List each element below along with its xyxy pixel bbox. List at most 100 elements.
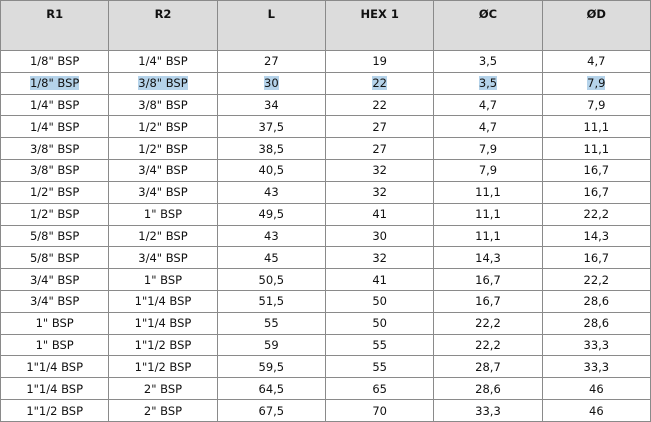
cell-text: 59,5 xyxy=(258,359,285,374)
table-cell: 55 xyxy=(324,355,435,379)
cell-text: 1/4" BSP xyxy=(138,54,188,69)
table-cell: 16,7 xyxy=(433,268,543,291)
cell-text: 1"1/4 BSP xyxy=(134,316,192,331)
cell-text: 5/8" BSP xyxy=(29,228,80,243)
cell-text: 70 xyxy=(372,403,387,418)
cell-text: 4,7 xyxy=(478,119,498,134)
cell-text: 32 xyxy=(372,250,387,265)
cell-text: 28,7 xyxy=(475,359,501,374)
table-cell: 30 xyxy=(324,224,435,248)
table-cell: 1/4" BSP xyxy=(0,115,110,139)
cell-text: 1/8" BSP xyxy=(29,54,80,69)
cell-text: 50,5 xyxy=(258,272,285,287)
table-cell: 50 xyxy=(324,289,435,313)
table-cell: 40,5 xyxy=(216,159,326,182)
cell-text: 50 xyxy=(372,294,387,309)
table-cell: 1" BSP xyxy=(108,202,218,226)
cell-text: 14,3 xyxy=(475,250,501,265)
table-cell: 51,5 xyxy=(216,289,326,313)
table-cell: 3/8" BSP xyxy=(0,159,110,182)
table-cell: 7,9 xyxy=(433,137,543,161)
table-row: 3/8" BSP 1/2" BSP 38,5 27 7,9 11,1 xyxy=(0,137,651,161)
table-cell: 22 xyxy=(324,71,435,95)
table-row: 1/8" BSP 3/8" BSP 30 22 3,5 7,9 xyxy=(0,71,651,95)
table-cell: 70 xyxy=(324,399,435,422)
cell-text: 11,1 xyxy=(583,119,610,134)
cell-text: 3/4" BSP xyxy=(138,250,188,265)
table-cell: 16,7 xyxy=(541,246,651,270)
cell-text: 1/4" BSP xyxy=(29,98,80,113)
table-cell: 30 xyxy=(216,71,326,95)
cell-text: 45 xyxy=(264,250,279,265)
header-cell: R2 xyxy=(108,0,218,51)
cell-text: 7,9 xyxy=(587,98,606,113)
table-cell: 33,3 xyxy=(541,355,651,379)
table-cell: 3/4" BSP xyxy=(0,289,110,313)
cell-text: 3/4" BSP xyxy=(138,163,188,178)
cell-text: 49,5 xyxy=(258,207,285,222)
cell-text: 16,7 xyxy=(475,272,501,287)
table-cell: 22,2 xyxy=(541,202,651,226)
table-cell: 4,7 xyxy=(433,115,543,139)
cell-text: 22 xyxy=(372,76,387,91)
table-cell: 50 xyxy=(324,311,435,335)
table-row: 1/2" BSP 1" BSP 49,5 41 11,1 22,2 xyxy=(0,202,651,226)
table-cell: 1"1/4 BSP xyxy=(0,355,110,379)
cell-text: 16,7 xyxy=(583,250,610,265)
cell-text: 33,3 xyxy=(583,359,610,374)
table-cell: 55 xyxy=(216,311,326,335)
table-cell: 67,5 xyxy=(216,399,326,422)
table-cell: 1"1/2 BSP xyxy=(108,333,218,357)
table-cell: 28,6 xyxy=(541,289,651,313)
table-cell: 34 xyxy=(216,93,326,117)
table-cell: 37,5 xyxy=(216,115,326,139)
table-row: 1"1/2 BSP 2" BSP 67,5 70 33,3 46 xyxy=(0,399,651,422)
cell-text: 11,1 xyxy=(475,228,501,243)
table-cell: 33,3 xyxy=(433,399,543,422)
cell-text: 3,5 xyxy=(478,76,498,91)
table-row: 5/8" BSP 3/4" BSP 45 32 14,3 16,7 xyxy=(0,246,651,270)
cell-text: 3/4" BSP xyxy=(29,272,80,287)
cell-text: 11,1 xyxy=(583,141,610,156)
table-body: 1/8" BSP 1/4" BSP 27 19 3,5 4,7 1/8" BSP 3/8" B… xyxy=(0,50,651,422)
cell-text: 32 xyxy=(372,163,387,178)
table-cell: 3/4" BSP xyxy=(0,268,110,291)
table-cell: 3/4" BSP xyxy=(108,180,218,204)
table-cell: 41 xyxy=(324,268,435,291)
cell-text: 32 xyxy=(372,185,387,200)
table-cell: 11,1 xyxy=(541,115,651,139)
table-cell: 3/8" BSP xyxy=(108,93,218,117)
cell-text: 3/8" BSP xyxy=(138,98,188,113)
table-row: 1"1/4 BSP 1"1/2 BSP 59,5 55 28,7 33,3 xyxy=(0,355,651,379)
cell-text: 22,2 xyxy=(583,207,610,222)
table-cell: 46 xyxy=(541,399,651,422)
table-cell: 22,2 xyxy=(433,311,543,335)
cell-text: 55 xyxy=(372,337,387,352)
header-cell: R1 xyxy=(0,0,110,51)
cell-text: 67,5 xyxy=(258,403,285,418)
table-cell: 1/2" BSP xyxy=(108,224,218,248)
cell-text: 22,2 xyxy=(475,316,501,331)
table-cell: 7,9 xyxy=(541,93,651,117)
cell-text: 1" BSP xyxy=(143,272,183,287)
cell-text: 1" BSP xyxy=(143,207,183,222)
table-cell: 22,2 xyxy=(541,268,651,291)
cell-text: 11,1 xyxy=(475,207,501,222)
table-cell: 33,3 xyxy=(541,333,651,357)
table-cell: 5/8" BSP xyxy=(0,246,110,270)
cell-text: 1"1/2 BSP xyxy=(134,359,192,374)
cell-text: 30 xyxy=(372,228,387,243)
table-cell: 1" BSP xyxy=(0,333,110,357)
table-row: 1/8" BSP 1/4" BSP 27 19 3,5 4,7 xyxy=(0,50,651,73)
cell-text: 1"1/4 BSP xyxy=(26,381,84,396)
table-cell: 1/2" BSP xyxy=(0,202,110,226)
table-cell: 11,1 xyxy=(541,137,651,161)
table-cell: 64,5 xyxy=(216,377,326,400)
table-cell: 19 xyxy=(324,50,435,73)
cell-text: 65 xyxy=(372,381,387,396)
table-cell: 4,7 xyxy=(541,50,651,73)
table-cell: 43 xyxy=(216,224,326,248)
cell-text: 30 xyxy=(264,76,279,91)
